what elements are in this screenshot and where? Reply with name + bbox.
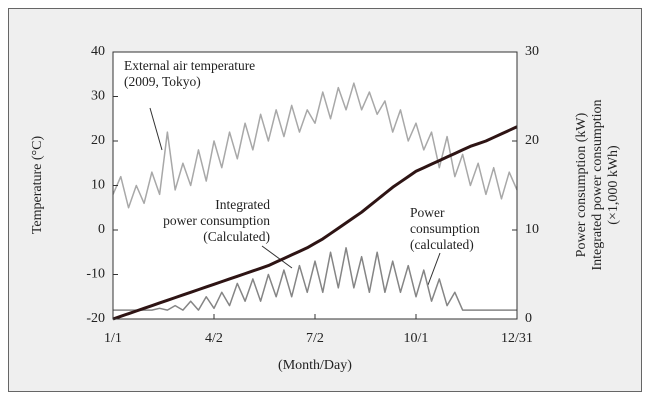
y2-tick-label: 10 xyxy=(525,222,539,237)
y-tick-label: 30 xyxy=(91,89,105,104)
leader xyxy=(427,252,441,286)
y2-axis-label: Power consumption (kW) xyxy=(574,112,589,257)
y-tick-label: 0 xyxy=(98,222,105,237)
annotation: consumption xyxy=(410,221,480,236)
annotation: power consumption xyxy=(163,213,270,228)
y2-axis-label: (×1,000 kWh) xyxy=(606,145,621,225)
x-tick-label: 12/31 xyxy=(501,331,533,346)
y2-axis-label: Integrated power consumption xyxy=(590,99,605,270)
y2-tick-label: 30 xyxy=(525,44,539,59)
y-axis-label: Temperature (°C) xyxy=(30,136,45,235)
y2-tick-label: 0 xyxy=(525,311,532,326)
x-tick-label: 7/2 xyxy=(306,331,324,346)
x-tick-label: 4/2 xyxy=(205,331,223,346)
x-axis-label: (Month/Day) xyxy=(278,358,352,373)
x-tick-label: 1/1 xyxy=(104,331,122,346)
annotation: (2009, Tokyo) xyxy=(124,74,201,89)
y-tick-label: 40 xyxy=(91,44,105,59)
x-tick-label: 10/1 xyxy=(404,331,429,346)
y-tick-label: -20 xyxy=(86,311,105,326)
plot-area xyxy=(113,52,517,319)
y-tick-label: 10 xyxy=(91,178,105,193)
y-tick-label: -10 xyxy=(86,267,105,282)
leader xyxy=(149,107,163,151)
leader xyxy=(261,245,293,269)
annotation: (calculated) xyxy=(410,237,474,252)
annotation: External air temperature xyxy=(124,58,255,73)
series-line xyxy=(112,125,518,321)
annotation: (Calculated) xyxy=(203,229,270,244)
annotation: Power xyxy=(410,205,445,220)
series-line xyxy=(112,82,518,209)
y-tick-label: 20 xyxy=(91,133,105,148)
y2-tick-label: 20 xyxy=(525,133,539,148)
series-line xyxy=(113,247,517,311)
annotation: Integrated xyxy=(215,197,270,212)
